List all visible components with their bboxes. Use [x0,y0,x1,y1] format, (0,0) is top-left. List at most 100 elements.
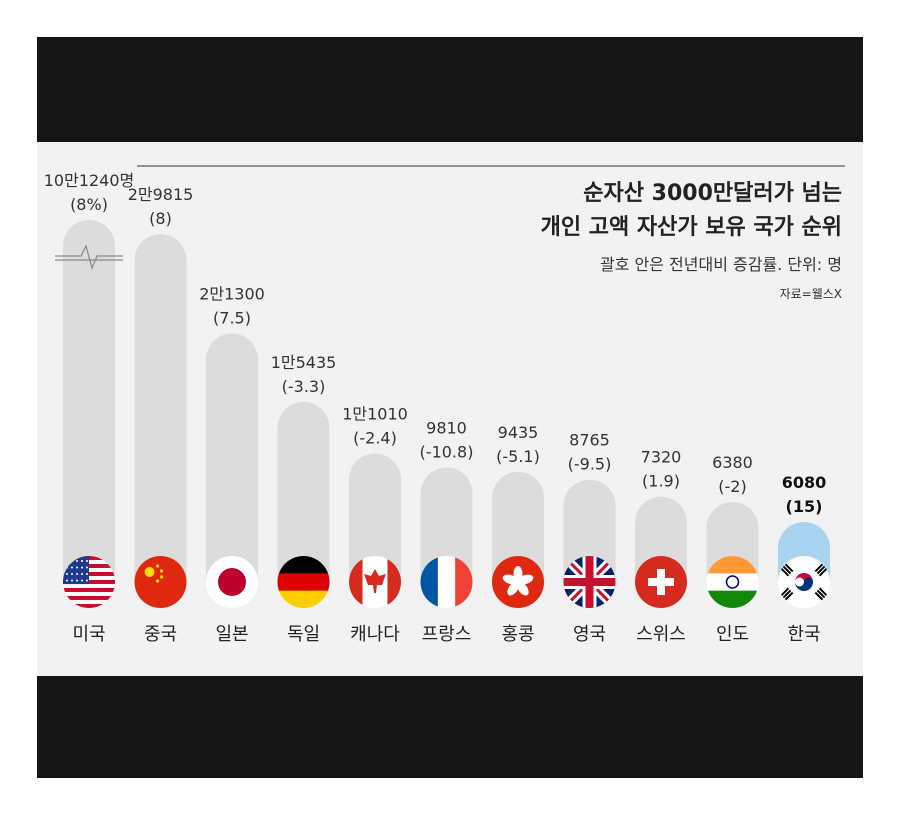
flag-part [507,581,520,596]
category-label: 일본 [215,624,248,645]
flag-part [784,591,794,601]
change-label: (-9.5) [568,455,612,474]
flag-part [706,573,759,592]
bar-2 [134,234,187,602]
flag-part [76,573,78,575]
chart-subtitle: 괄호 안은 전년대비 증감률. 단위: 명 [600,255,842,274]
value-label: 2만9815 [128,185,194,204]
flag-part [155,564,160,568]
flag-6-icon [420,556,473,608]
chart-marks: 10만1240명 (8%) 미국 2만9815 (8) 중국 2만1300 (7.5) 일본 1만… [44,171,830,645]
flag-7-icon [492,556,544,608]
flag-part [76,579,78,582]
flag-part [816,565,826,575]
change-label: (-10.8) [420,443,474,462]
change-label: (15) [786,497,823,516]
value-label: 7320 [641,448,682,467]
flag-8-icon [563,556,616,608]
flag-part [66,579,68,582]
flag-part [76,566,78,569]
flag-part [63,588,115,593]
value-label: 6380 [712,453,753,472]
flag-part [81,566,83,569]
flag-part [364,569,386,593]
category-label: 한국 [787,624,820,645]
flag-10-icon [706,556,759,608]
change-label: (-2.4) [353,429,397,448]
flag-part [780,587,790,597]
flag-part [155,579,160,583]
flag-part [648,578,674,586]
category-label: 캐나다 [350,624,400,645]
change-label: (-5.1) [496,447,540,466]
flag-part [63,584,115,589]
flag-part [818,567,828,577]
flag-part [63,596,115,601]
flag-part [71,573,73,575]
category-label: 미국 [72,624,105,645]
flag-part [277,590,330,608]
category-label: 인도 [716,624,749,645]
bar-3 [206,333,258,602]
chart-panel: 순자산 3000만달러가 넘는 개인 고액 자산가 보유 국가 순위 괄호 안은… [37,142,863,676]
flag-part [159,569,164,573]
flag-part [277,556,330,574]
flag-part [86,566,88,569]
flag-part [63,600,115,605]
flag-part [782,589,792,599]
value-label: 8765 [569,431,610,450]
top-black-band [37,37,863,142]
value-label: 2만1300 [199,285,265,304]
bar-1 [63,220,115,602]
chart-title-line2: 개인 고액 자산가 보유 국가 순위 [541,215,842,240]
value-label: 10만1240명 [44,171,135,190]
flag-11-icon [778,556,830,608]
flag-part [725,575,740,589]
flag-5-icon [349,556,401,608]
chart-title-line1: 순자산 3000만달러가 넘는 [583,181,842,206]
change-label: (8) [149,209,172,228]
flag-part [86,573,88,575]
value-label: 9435 [498,423,539,442]
value-label: 6080 [782,473,827,492]
flag-part [144,567,155,577]
flag-part [784,563,794,573]
value-label: 1만5435 [271,353,337,372]
value-label: 9810 [426,419,467,438]
chart-svg: 순자산 3000만달러가 넘는 개인 고액 자산가 보유 국가 순위 괄호 안은… [44,165,845,645]
flag-9-icon [635,556,687,608]
flag-part [502,574,519,585]
flag-part [71,566,73,569]
flag-part [420,556,439,608]
flag-part [563,578,616,586]
bar-4 [277,401,330,602]
flag-part [706,590,759,608]
flag-4-icon [277,556,330,608]
flag-part [63,592,115,597]
flag-part [81,560,83,562]
category-label: 영국 [573,624,606,645]
flag-part [814,563,824,573]
change-label: (1.9) [642,472,680,491]
flag-part [71,579,73,582]
category-label: 스위스 [636,624,686,645]
chart-source: 자료=웰스X [780,287,842,301]
flag-part [516,581,529,596]
flag-part [814,591,824,601]
flag-part [81,573,83,575]
flag-part [795,577,813,591]
flag-part [782,565,792,575]
flag-part [63,604,115,608]
change-label: (-3.3) [282,377,326,396]
flag-part [66,573,68,575]
category-label: 홍콩 [501,624,534,645]
change-label: (-2) [718,477,746,496]
flag-1-icon [63,556,115,608]
category-label: 독일 [287,624,320,645]
flag-part [218,568,246,596]
flag-part [76,560,78,562]
category-label: 프랑스 [422,624,472,645]
flag-part [455,556,473,608]
change-label: (8%) [70,195,108,214]
axis-break-icon [55,244,123,270]
